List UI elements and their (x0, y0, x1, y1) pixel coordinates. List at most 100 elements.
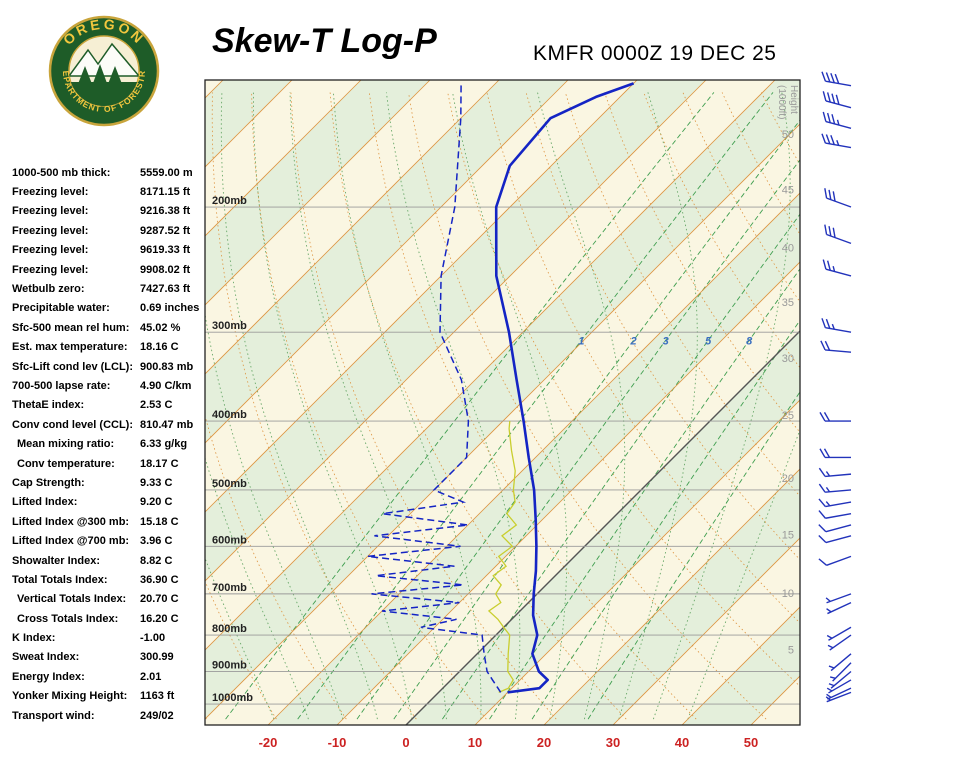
index-label: Est. max temperature: (12, 341, 128, 354)
temperature-trace (494, 82, 635, 694)
height-axis-label: Height (788, 85, 799, 114)
index-row: Mean mixing ratio: 6.33 g/kg (12, 434, 222, 453)
index-value: 9.33 C (140, 476, 173, 489)
index-label: Freezing level: (12, 224, 89, 237)
wind-barb (825, 593, 852, 604)
svg-text:10: 10 (468, 735, 482, 750)
index-value: 2.01 (140, 670, 162, 683)
wind-barb (821, 133, 852, 149)
index-label: Mean mixing ratio: (17, 438, 115, 451)
index-value: 6.33 g/kg (140, 438, 188, 451)
wind-barb (818, 555, 852, 566)
index-label: Showalter Index: (12, 554, 101, 567)
index-row: Wetbulb zero: 7427.63 ft (12, 279, 222, 298)
mountain-icon (69, 42, 139, 77)
wind-barb (819, 448, 851, 459)
svg-text:30: 30 (782, 353, 794, 365)
tree-icon (78, 66, 92, 84)
svg-text:-10: -10 (328, 735, 347, 750)
wind-barb (821, 71, 852, 87)
odf-logo: OREGON DEPARTMENT OF FORESTRY (44, 2, 160, 132)
index-value: 16.20 C (140, 612, 179, 625)
wind-barb (818, 534, 852, 544)
station-datetime: KMFR 0000Z 19 DEC 25 (533, 42, 777, 65)
index-row: Energy Index: 2.01 (12, 667, 222, 686)
svg-text:1: 1 (578, 335, 584, 347)
index-label: Total Totals Index: (12, 573, 108, 586)
index-label: Energy Index: (12, 670, 85, 683)
svg-text:400mb: 400mb (212, 409, 247, 421)
index-row: Lifted Index @300 mb: 15.18 C (12, 512, 222, 531)
svg-text:200mb: 200mb (212, 195, 247, 207)
svg-text:800mb: 800mb (212, 623, 247, 635)
index-value: 36.90 C (140, 573, 179, 586)
index-value: 45.02 % (140, 321, 181, 334)
index-value: 7427.63 ft (140, 283, 191, 296)
height-scale: 50 45 40 35 30 25 20 15 10 5 Height(1000ft) (776, 85, 799, 656)
index-label: Conv temperature: (17, 457, 115, 470)
index-label: Wetbulb zero: (12, 283, 85, 296)
index-label: Lifted Index @300 mb: (12, 515, 130, 528)
page-title: Skew-T Log-P (212, 22, 437, 60)
index-row: K Index: -1.00 (12, 628, 222, 647)
index-label: 700-500 lapse rate: (12, 379, 111, 392)
index-label: Lifted Index: (12, 496, 78, 509)
wind-barb (826, 601, 852, 615)
index-row: Transport wind: 249/02 (12, 706, 222, 725)
index-value: 4.90 C/km (140, 379, 192, 392)
wetbulb-trace (487, 421, 518, 693)
wind-barb (818, 524, 852, 533)
index-row: Precipitable water: 0.69 inches (12, 299, 222, 318)
index-label: Freezing level: (12, 205, 89, 218)
index-value: 1163 ft (140, 690, 175, 703)
svg-text:0: 0 (402, 735, 409, 750)
svg-text:45: 45 (782, 185, 794, 197)
svg-text:-20: -20 (259, 735, 278, 750)
svg-text:30: 30 (606, 735, 620, 750)
index-value: -1.00 (140, 632, 166, 645)
index-row: 1000-500 mb thick: 5559.00 m (12, 163, 222, 182)
index-row: Freezing level: 9908.02 ft (12, 260, 222, 279)
plot-area (205, 80, 800, 725)
index-label: Freezing level: (12, 186, 89, 199)
index-value: 810.47 mb (140, 418, 194, 431)
index-value: 20.70 C (140, 593, 179, 606)
index-row: Lifted Index @700 mb: 3.96 C (12, 531, 222, 550)
svg-text:5: 5 (788, 644, 794, 656)
index-label: Yonker Mixing Height: (12, 690, 128, 703)
svg-text:1000mb: 1000mb (212, 692, 253, 704)
tree-icon (92, 64, 108, 86)
index-value: 5559.00 m (140, 166, 193, 179)
index-label: Cap Strength: (12, 476, 85, 489)
index-row: Vertical Totals Index: 20.70 C (12, 590, 222, 609)
index-label: Sweat Index: (12, 651, 80, 664)
index-row: Freezing level: 9216.38 ft (12, 202, 222, 221)
height-axis-unit: (1000ft) (776, 85, 787, 119)
wind-barb (828, 653, 852, 672)
index-value: 0.69 inches (140, 302, 200, 315)
index-label: Vertical Totals Index: (17, 593, 127, 606)
pressure-lines (205, 206, 800, 705)
index-label: Sfc-500 mean rel hum: (12, 321, 130, 334)
wind-barb (829, 662, 852, 682)
svg-text:50: 50 (744, 735, 758, 750)
svg-text:40: 40 (782, 242, 794, 254)
temp-axis: -20 -10 0 10 20 30 40 50 (259, 735, 759, 750)
isotherms (205, 80, 800, 725)
index-row: Sweat Index: 300.99 (12, 648, 222, 667)
svg-text:15: 15 (782, 530, 794, 542)
svg-text:600mb: 600mb (212, 534, 247, 546)
index-row: 700-500 lapse rate: 4.90 C/km (12, 376, 222, 395)
mixing-ratio-labels: 1 2 3 5 8 (578, 335, 753, 347)
index-label: 1000-500 mb thick: (12, 166, 111, 179)
index-label: Conv cond level (CCL): (12, 418, 134, 431)
svg-text:8: 8 (746, 335, 753, 347)
pressure-labels: 200mb 300mb 400mb 500mb 600mb 700mb 800mb 900mb… (212, 195, 253, 704)
index-row: Conv temperature: 18.17 C (12, 454, 222, 473)
index-row: Cap Strength: 9.33 C (12, 473, 222, 492)
index-row: Sfc-500 mean rel hum: 45.02 % (12, 318, 222, 337)
index-row: ThetaE index: 2.53 C (12, 396, 222, 415)
svg-text:10: 10 (782, 588, 794, 600)
indices-panel: 1000-500 mb thick: 5559.00 m Freezing leve… (12, 163, 222, 725)
